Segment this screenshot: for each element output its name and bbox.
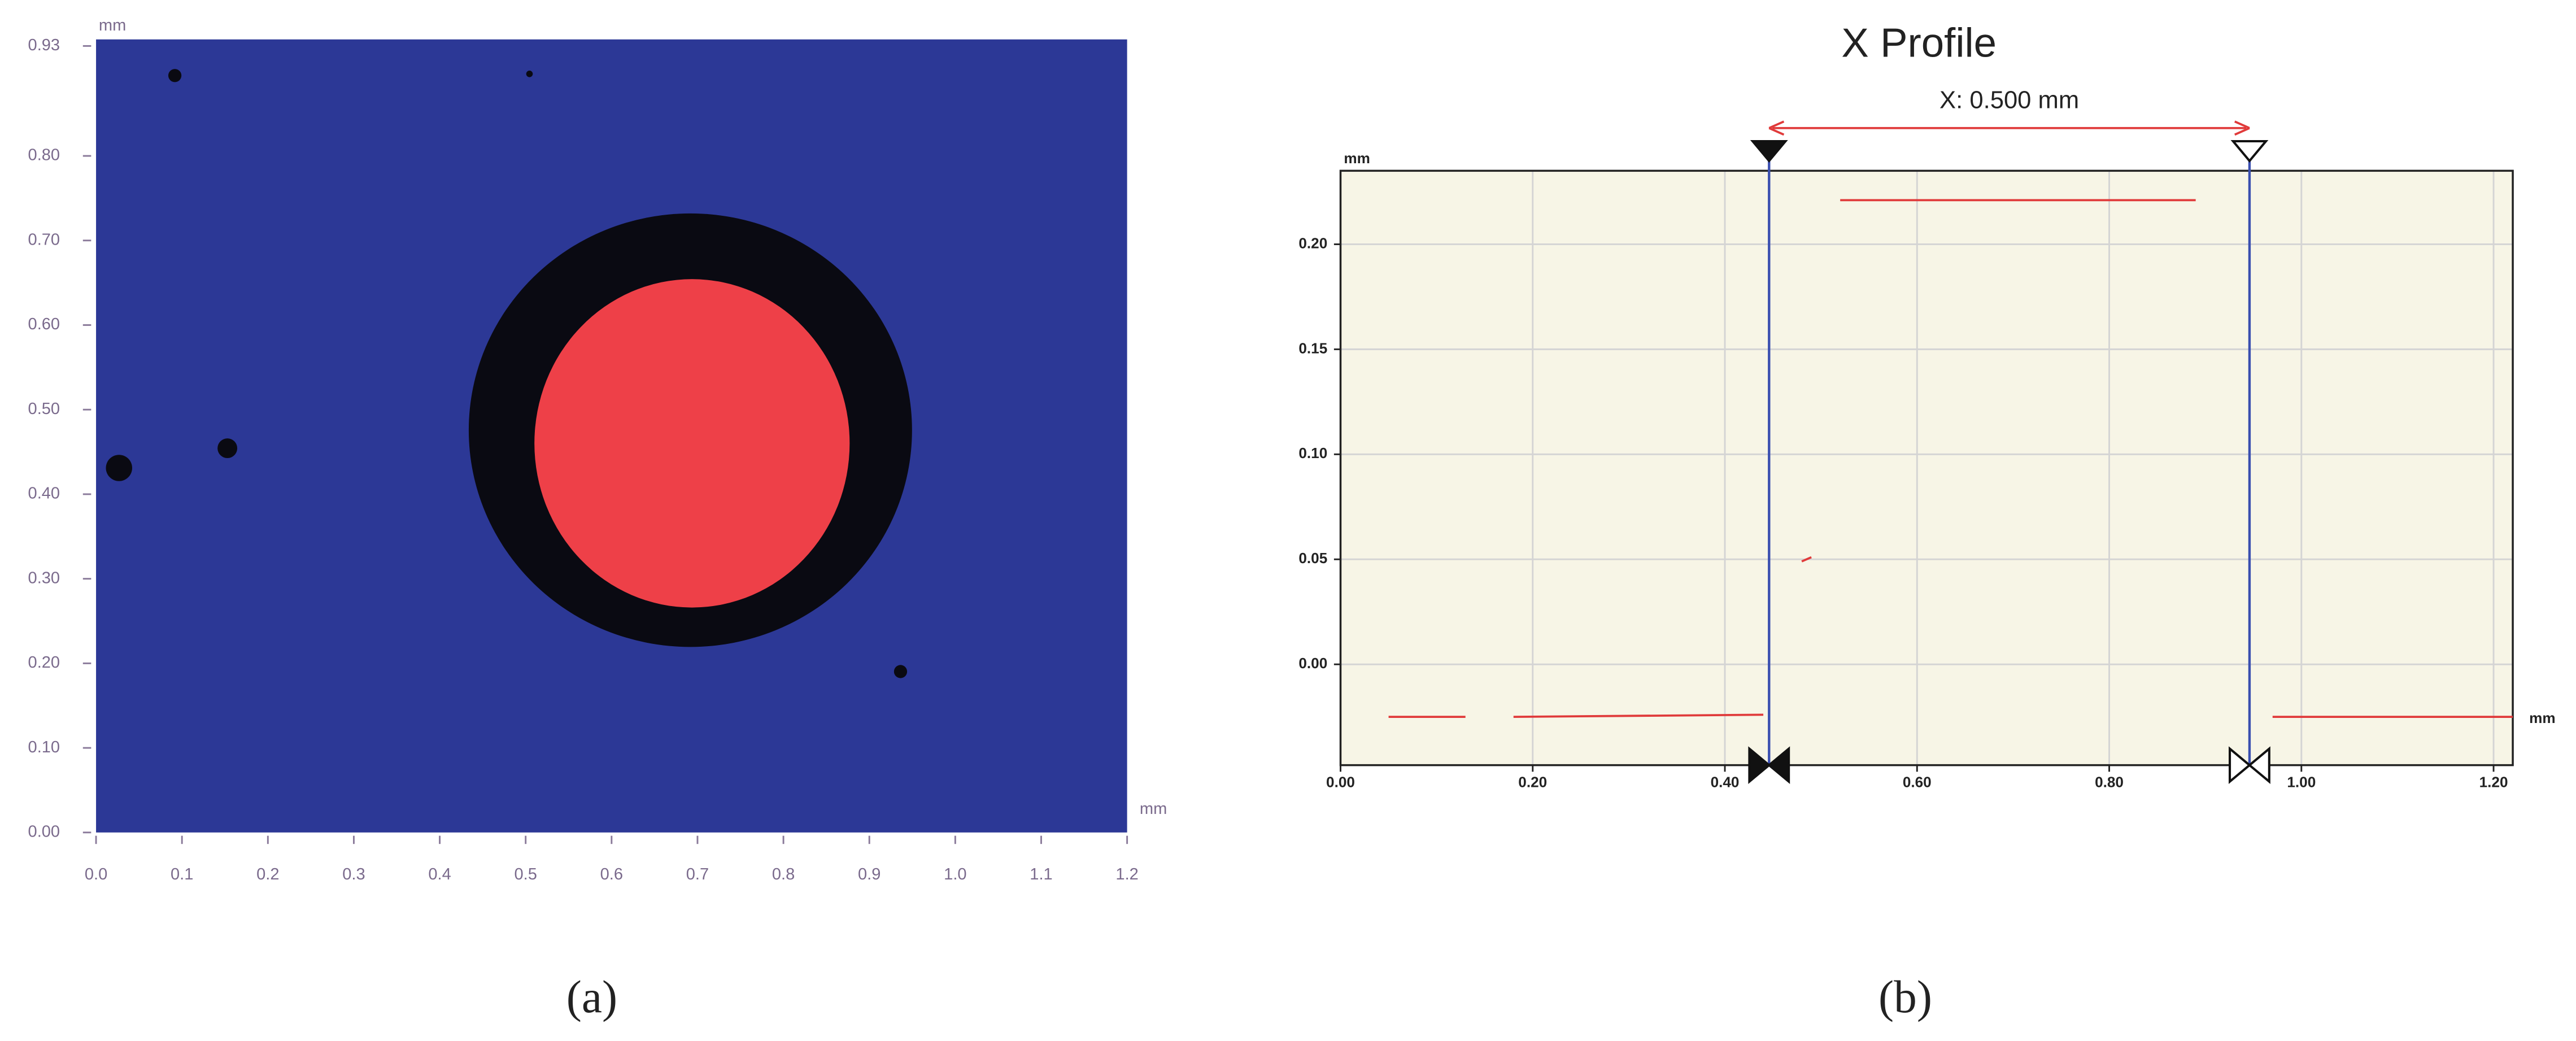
speck xyxy=(168,69,181,82)
x-tick-label: 1.2 xyxy=(1115,865,1138,883)
y-tick-label: 0.15 xyxy=(1298,339,1327,356)
y-tick-label: 0.20 xyxy=(28,654,60,672)
speck xyxy=(106,455,133,481)
y-tick-label: 0.00 xyxy=(1298,655,1327,672)
panel-a: 0.0 0.1 0.2 0.3 0.4 0.5 0.6 0.7 0.8 0.9 1.0 1.1 1.2 0… xyxy=(28,16,1167,883)
y-tick-label: 0.40 xyxy=(28,485,60,503)
x-tick-label: 0.20 xyxy=(1518,774,1547,791)
speck xyxy=(894,665,907,678)
x-tick-label: 0.3 xyxy=(342,865,365,883)
y-tick-label: 0.05 xyxy=(1298,550,1327,567)
speck xyxy=(526,71,533,77)
y-tick-label: 0.50 xyxy=(28,400,60,418)
y-axis-unit: mm xyxy=(99,16,126,34)
y-tick-label: 0.60 xyxy=(28,315,60,333)
y-tick-label: 0.10 xyxy=(1298,445,1327,461)
x-tick-label: 1.1 xyxy=(1030,865,1052,883)
x-tick-label: 1.20 xyxy=(2479,774,2508,791)
x-tick-label: 0.6 xyxy=(600,865,623,883)
y-tick-label: 0.30 xyxy=(28,569,60,587)
y-tick-label: 0.10 xyxy=(28,738,60,756)
y-tick-label: 0.70 xyxy=(28,230,60,249)
y-axis-unit: mm xyxy=(1344,150,1370,167)
x-tick-label: 0.5 xyxy=(515,865,537,883)
x-tick-label: 1.00 xyxy=(2287,774,2316,791)
x-tick-label: 0.1 xyxy=(171,865,193,883)
caption: (a) xyxy=(566,971,617,1022)
x-axis-unit: mm xyxy=(1140,800,1167,818)
x-tick-label: 0.8 xyxy=(772,865,795,883)
chart-title: X Profile xyxy=(1841,20,1997,66)
figure: 0.00.10.20.30.40.50.60.70.80.91.01.11.20… xyxy=(0,0,2576,1041)
x-tick-label: 0.0 xyxy=(85,865,107,883)
core-region xyxy=(534,279,849,607)
x-tick-label: 0.4 xyxy=(428,865,451,883)
x-tick-label: 0.60 xyxy=(1903,774,1932,791)
span-annotation: X: 0.500 mm xyxy=(1939,87,2079,114)
speck xyxy=(217,438,237,458)
x-tick-label: 0.80 xyxy=(2095,774,2124,791)
x-tick-label: 0.2 xyxy=(256,865,279,883)
x-tick-label: 0.7 xyxy=(686,865,709,883)
x-axis-unit: mm xyxy=(2529,709,2556,726)
caption: (b) xyxy=(1878,971,1932,1022)
x-tick-label: 0.00 xyxy=(1326,774,1355,791)
y-tick-label: 0.20 xyxy=(1298,234,1327,251)
x-tick-label: 0.9 xyxy=(858,865,881,883)
y-tick-label: 0.00 xyxy=(28,822,60,840)
x-tick-label: 0.40 xyxy=(1711,774,1740,791)
x-tick-label: 1.0 xyxy=(944,865,966,883)
y-tick-label: 0.93 xyxy=(28,36,60,54)
y-tick-label: 0.80 xyxy=(28,146,60,164)
plot-background xyxy=(1341,171,2513,765)
